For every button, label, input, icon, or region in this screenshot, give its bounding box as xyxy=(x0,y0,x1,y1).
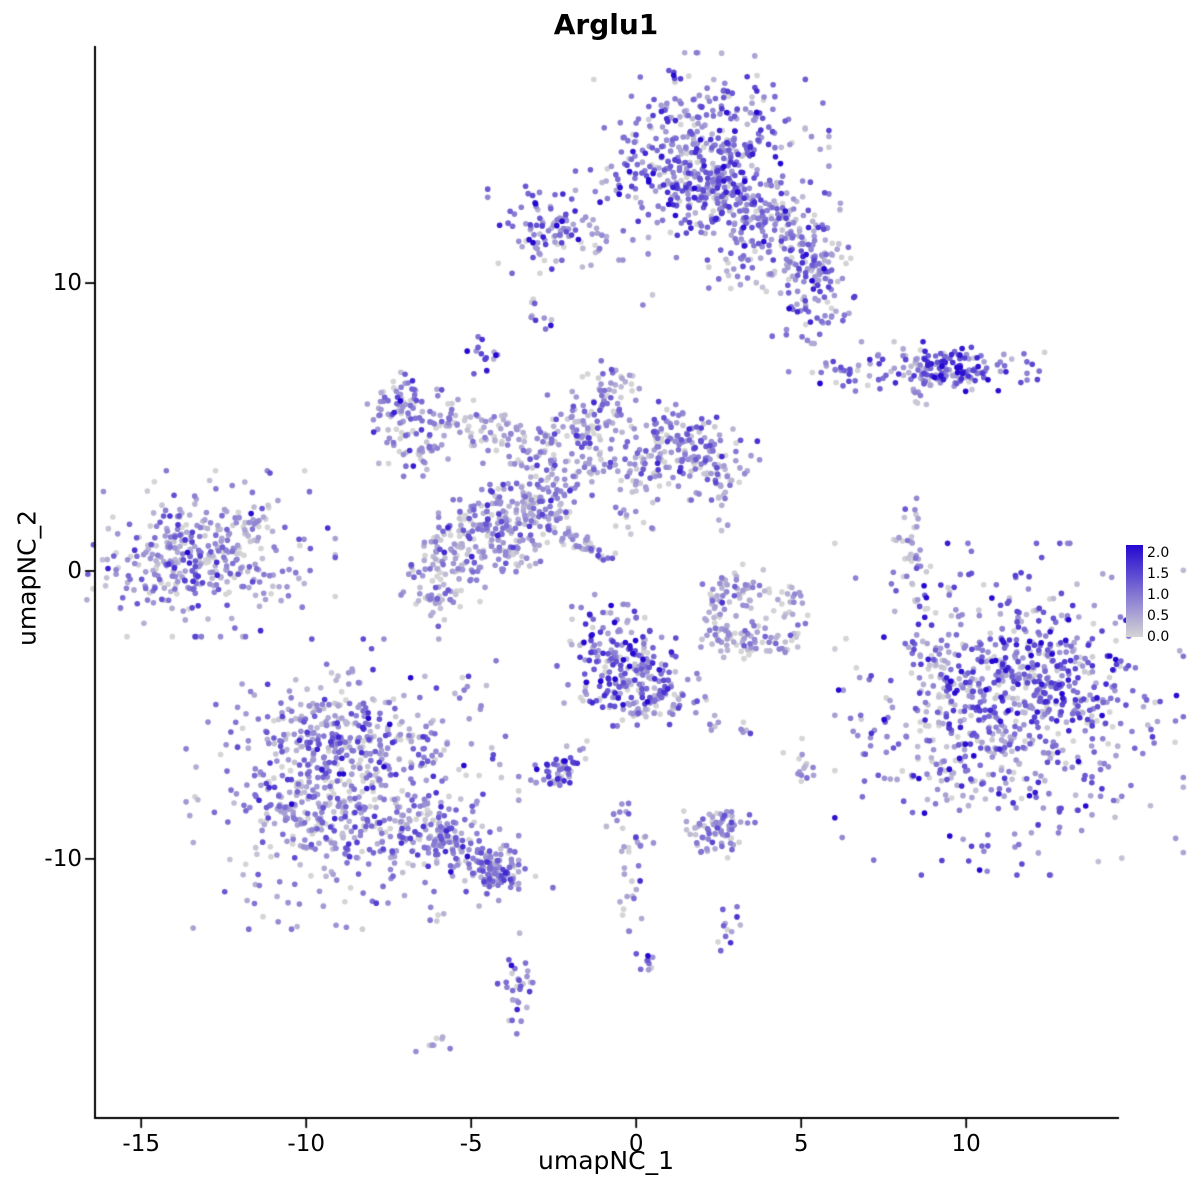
legend-label: 0.0 xyxy=(1147,629,1170,645)
legend-label: 1.0 xyxy=(1147,587,1170,604)
x-tick-label: 10 xyxy=(951,1131,981,1157)
x-tick-label: 5 xyxy=(793,1131,809,1157)
plot-title: Arglu1 xyxy=(553,8,659,41)
legend-label: 1.5 xyxy=(1147,566,1170,583)
x-tick-label: -15 xyxy=(122,1131,160,1157)
expression-legend: 2.0 1.5 1.0 0.5 0.0 xyxy=(1126,545,1200,645)
y-tick-label: -10 xyxy=(44,845,82,872)
legend-gradient-bar xyxy=(1126,545,1143,637)
y-tick-label: 10 xyxy=(52,270,82,297)
y-tick-label: 0 xyxy=(67,557,82,584)
y-axis-title: umapNC_2 xyxy=(12,510,42,646)
legend-label: 0.5 xyxy=(1147,608,1170,625)
x-tick-label: -5 xyxy=(459,1131,483,1157)
x-tick-label: -10 xyxy=(287,1131,325,1157)
x-axis-title: umapNC_1 xyxy=(538,1146,674,1175)
x-tick-label: 0 xyxy=(628,1131,644,1157)
legend-label: 2.0 xyxy=(1147,545,1170,562)
